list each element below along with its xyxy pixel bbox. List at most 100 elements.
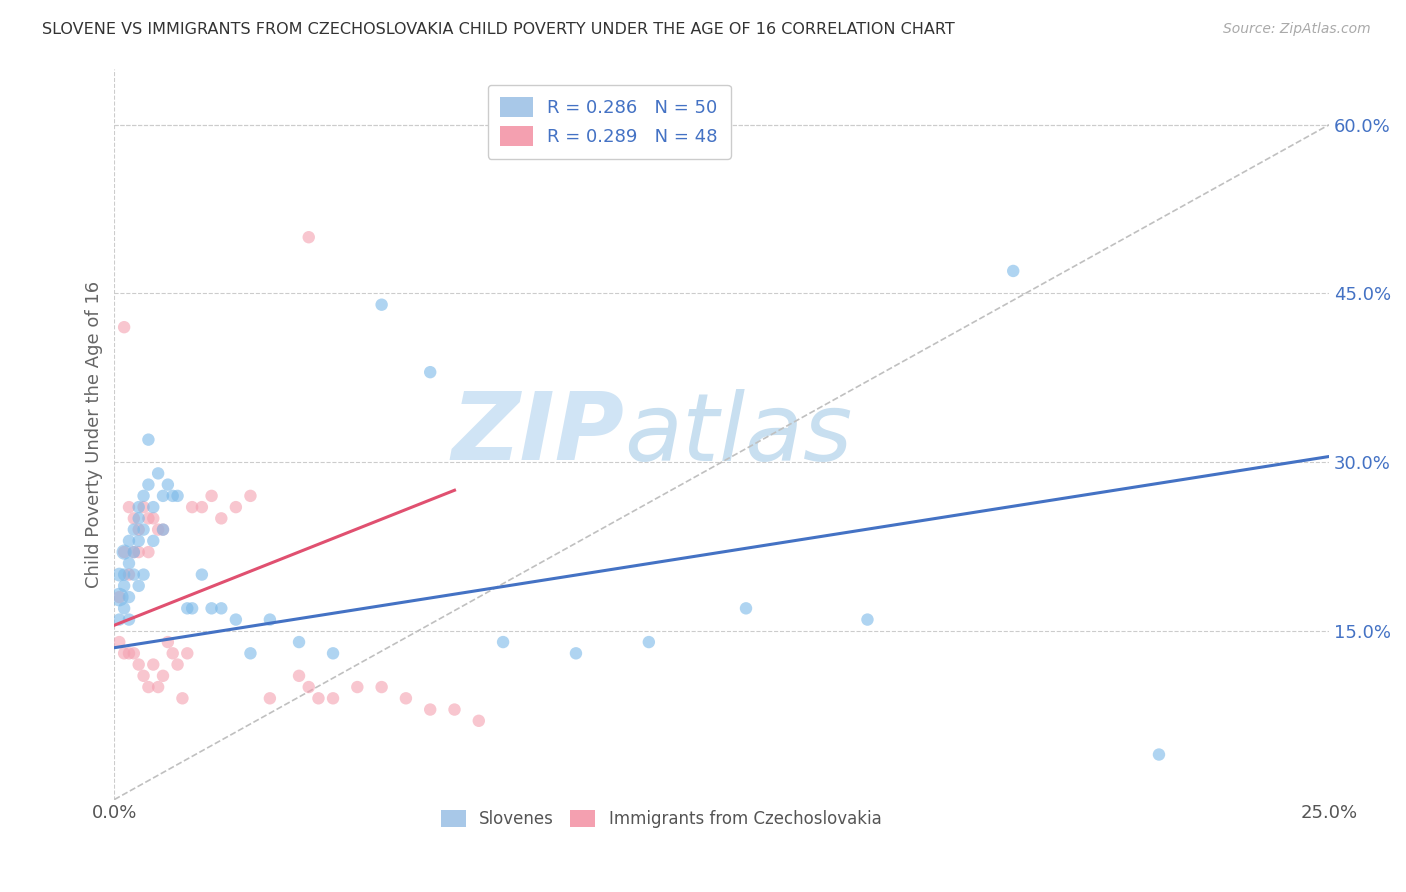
Point: [172, 691, 194, 706]
Point: [142, 657, 165, 672]
Point: [225, 500, 247, 515]
Legend: Slovenes, Immigrants from Czechoslovakia: Slovenes, Immigrants from Czechoslovakia: [434, 804, 889, 835]
Point: [142, 533, 165, 548]
Point: [112, 320, 135, 334]
Point: [118, 500, 141, 515]
Point: [181, 601, 204, 615]
Point: [166, 657, 188, 672]
Point: [122, 511, 145, 525]
Point: [138, 545, 160, 559]
Point: [322, 646, 344, 660]
Point: [128, 657, 150, 672]
Point: [1002, 264, 1025, 278]
Point: [138, 477, 160, 491]
Point: [112, 545, 135, 559]
Text: atlas: atlas: [624, 389, 853, 480]
Point: [146, 467, 169, 481]
Point: [346, 680, 368, 694]
Point: [152, 523, 174, 537]
Point: [108, 590, 131, 604]
Point: [118, 533, 141, 548]
Point: [259, 691, 281, 706]
Point: [118, 557, 141, 571]
Point: [259, 613, 281, 627]
Point: [108, 567, 131, 582]
Point: [138, 433, 160, 447]
Point: [108, 635, 131, 649]
Point: [156, 635, 179, 649]
Point: [128, 500, 150, 515]
Point: [112, 579, 135, 593]
Point: [128, 579, 150, 593]
Point: [419, 702, 441, 716]
Point: [162, 489, 184, 503]
Point: [637, 635, 659, 649]
Point: [132, 669, 155, 683]
Point: [132, 567, 155, 582]
Y-axis label: Child Poverty Under the Age of 16: Child Poverty Under the Age of 16: [86, 280, 103, 588]
Point: [122, 545, 145, 559]
Point: [288, 669, 311, 683]
Point: [191, 567, 214, 582]
Point: [735, 601, 758, 615]
Point: [112, 601, 135, 615]
Point: [128, 533, 150, 548]
Point: [122, 545, 145, 559]
Point: [191, 500, 214, 515]
Point: [322, 691, 344, 706]
Point: [118, 590, 141, 604]
Point: [122, 646, 145, 660]
Point: [200, 601, 222, 615]
Point: [122, 523, 145, 537]
Point: [128, 523, 150, 537]
Point: [112, 545, 135, 559]
Point: [108, 613, 131, 627]
Point: [1147, 747, 1170, 762]
Point: [166, 489, 188, 503]
Point: [156, 477, 179, 491]
Point: [395, 691, 418, 706]
Point: [142, 511, 165, 525]
Point: [112, 646, 135, 660]
Point: [209, 511, 232, 525]
Point: [138, 680, 160, 694]
Point: [239, 646, 262, 660]
Point: [176, 601, 198, 615]
Point: [108, 590, 131, 604]
Point: [565, 646, 588, 660]
Point: [118, 613, 141, 627]
Point: [112, 567, 135, 582]
Point: [142, 500, 165, 515]
Point: [152, 669, 174, 683]
Point: [200, 489, 222, 503]
Point: [225, 613, 247, 627]
Point: [370, 680, 392, 694]
Point: [239, 489, 262, 503]
Point: [308, 691, 330, 706]
Text: ZIP: ZIP: [451, 388, 624, 480]
Point: [132, 489, 155, 503]
Point: [856, 613, 879, 627]
Point: [162, 646, 184, 660]
Point: [152, 489, 174, 503]
Point: [181, 500, 204, 515]
Point: [298, 230, 321, 244]
Point: [492, 635, 515, 649]
Point: [128, 545, 150, 559]
Text: SLOVENE VS IMMIGRANTS FROM CZECHOSLOVAKIA CHILD POVERTY UNDER THE AGE OF 16 CORR: SLOVENE VS IMMIGRANTS FROM CZECHOSLOVAKI…: [42, 22, 955, 37]
Point: [146, 523, 169, 537]
Point: [132, 523, 155, 537]
Point: [468, 714, 491, 728]
Point: [118, 567, 141, 582]
Point: [209, 601, 232, 615]
Point: [152, 523, 174, 537]
Point: [288, 635, 311, 649]
Point: [370, 298, 392, 312]
Point: [298, 680, 321, 694]
Point: [176, 646, 198, 660]
Point: [122, 567, 145, 582]
Point: [419, 365, 441, 379]
Point: [118, 646, 141, 660]
Text: Source: ZipAtlas.com: Source: ZipAtlas.com: [1223, 22, 1371, 37]
Point: [443, 702, 465, 716]
